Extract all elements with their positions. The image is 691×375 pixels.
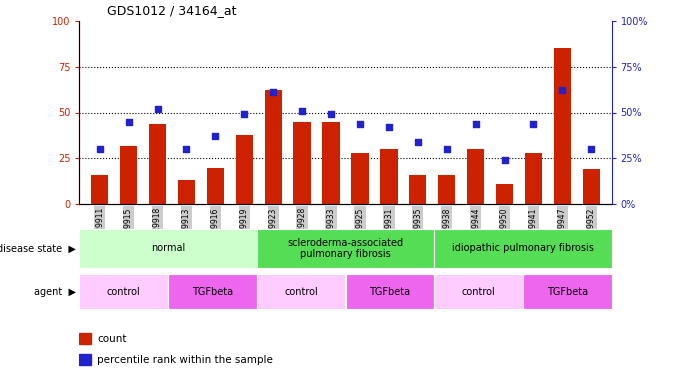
Point [413,139,424,145]
Bar [91,175,108,204]
Text: control: control [107,286,141,297]
Bar [236,135,253,204]
Bar [120,146,138,204]
Text: TGFbeta: TGFbeta [192,286,233,297]
Bar [467,149,484,204]
Bar [178,180,195,204]
Point [528,120,539,126]
Bar [294,122,311,204]
Point [267,89,278,95]
Text: TGFbeta: TGFbeta [369,286,410,297]
Text: TGFbeta: TGFbeta [547,286,588,297]
Bar [496,184,513,204]
Bar [149,123,167,204]
Bar [583,170,600,204]
Point [354,120,366,126]
Text: control: control [462,286,495,297]
Bar [523,274,612,309]
Bar [79,229,257,268]
Point [123,118,134,124]
Bar [79,274,168,309]
Text: idiopathic pulmonary fibrosis: idiopathic pulmonary fibrosis [452,243,594,254]
Bar [434,274,523,309]
Text: disease state  ▶: disease state ▶ [0,243,76,254]
Point [296,108,307,114]
Bar [409,175,426,204]
Point [152,106,163,112]
Bar [553,48,571,204]
Bar [257,229,434,268]
Bar [323,122,340,204]
Bar [207,168,224,204]
Text: scleroderma-associated
pulmonary fibrosis: scleroderma-associated pulmonary fibrosi… [287,238,404,259]
Point [499,157,510,163]
Bar [380,149,397,204]
Point [441,146,452,152]
Point [470,120,481,126]
Point [239,111,250,117]
Point [557,87,568,93]
Bar [438,175,455,204]
Text: percentile rank within the sample: percentile rank within the sample [97,355,273,365]
Bar [434,229,612,268]
Text: control: control [284,286,318,297]
Point [586,146,597,152]
Bar [351,153,368,204]
Text: count: count [97,334,126,344]
Point [210,134,221,140]
Text: normal: normal [151,243,185,254]
Bar [168,274,257,309]
Point [181,146,192,152]
Text: agent  ▶: agent ▶ [34,286,76,297]
Point [325,111,337,117]
Bar [79,354,91,365]
Bar [524,153,542,204]
Bar [265,90,282,204]
Bar [346,274,434,309]
Text: GDS1012 / 34164_at: GDS1012 / 34164_at [107,4,236,17]
Point [94,146,105,152]
Bar [79,333,91,344]
Bar [257,274,346,309]
Point [384,124,395,130]
